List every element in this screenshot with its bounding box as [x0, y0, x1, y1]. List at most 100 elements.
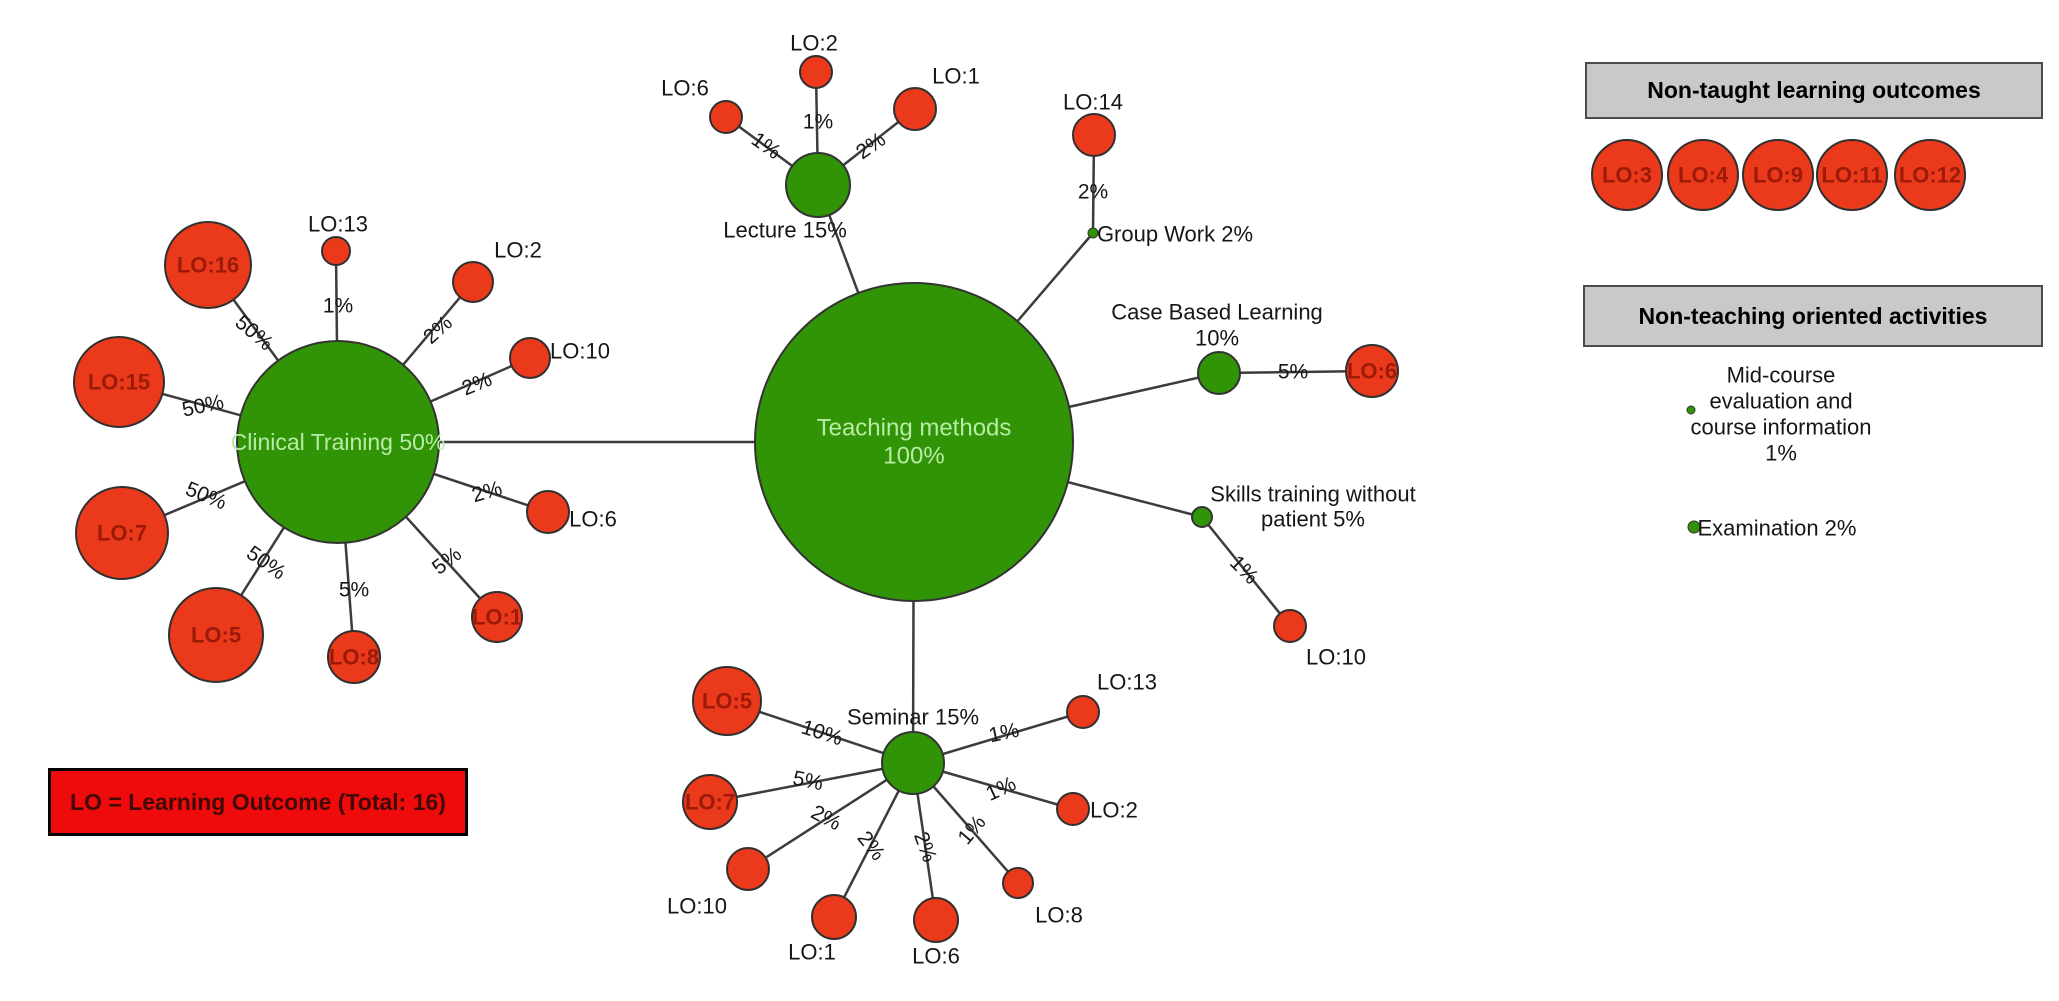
node-clinical-lo7	[75, 486, 169, 580]
node-label-teaching-methods: 100%	[883, 443, 944, 470]
node-midcourse-dot	[1686, 405, 1696, 415]
node-label-nontaught-lo12: LO:12	[1899, 163, 1961, 188]
edge-label: 1%	[803, 111, 833, 134]
midcourse-label-line4: 1%	[1765, 441, 1797, 466]
node-nontaught-lo4	[1667, 139, 1739, 211]
node-seminar-lo2	[1056, 792, 1090, 826]
node-label-cbl-lo6: LO:6	[1347, 359, 1397, 384]
node-label-lecture-lo1: LO:1	[932, 64, 980, 89]
node-label-clinical-lo15: LO:15	[88, 370, 150, 395]
edge-label: 2%	[459, 368, 496, 401]
node-seminar-lo5	[692, 666, 762, 736]
node-seminar-lo1	[811, 894, 857, 940]
node-skills-training-dot	[1191, 506, 1213, 528]
node-clinical-lo5	[168, 587, 264, 683]
node-nontaught-lo11	[1816, 139, 1888, 211]
node-label-seminar-lo1: LO:1	[788, 940, 836, 965]
node-label-clinical-lo16: LO:16	[177, 253, 239, 278]
examination-label: Examination 2%	[1698, 516, 1857, 541]
edge-label: 50%	[242, 542, 290, 585]
node-seminar-lo6	[913, 897, 959, 943]
edge-label: 50%	[182, 477, 230, 514]
node-nontaught-lo3	[1591, 139, 1663, 211]
node-label-clinical-lo8: LO:8	[329, 645, 379, 670]
node-seminar-lo8	[1002, 867, 1034, 899]
node-label-seminar-lo13: LO:13	[1097, 670, 1157, 695]
node-clinical-training	[236, 340, 440, 544]
edge-line	[709, 761, 914, 804]
node-label-teaching-methods: Teaching methods	[817, 415, 1012, 442]
node-label-seminar-lo7: LO:7	[685, 790, 735, 815]
edge-label: 10%	[798, 716, 845, 751]
node-label-skills-lo10: LO:10	[1306, 645, 1366, 670]
node-label-clinical-lo1: LO:1	[472, 605, 522, 630]
lo-legend-box: LO = Learning Outcome (Total: 16)	[48, 768, 468, 836]
node-clinical-lo6	[526, 490, 570, 534]
non-teaching-oriented-activities-header: Non-teaching oriented activities	[1583, 285, 2043, 347]
node-clinical-lo16	[164, 221, 252, 309]
node-lecture-lo2	[799, 55, 833, 89]
node-seminar-lo13	[1066, 695, 1100, 729]
node-label-seminar-lo6: LO:6	[912, 944, 960, 969]
node-label-lecture-lo2: LO:2	[790, 31, 838, 56]
node-label-lecture-lo6: LO:6	[661, 76, 709, 101]
node-seminar-lo7	[682, 774, 738, 830]
cbl-label-line2: 10%	[1195, 326, 1239, 351]
edge-label: 50%	[180, 390, 226, 421]
node-group-work-dot	[1087, 227, 1099, 239]
edge-label: 5%	[791, 767, 825, 796]
node-case-based-learning	[1197, 351, 1241, 395]
edge-label: 1%	[747, 128, 785, 164]
node-label-clinical-lo6: LO:6	[569, 507, 617, 532]
edge-label: 2%	[1078, 181, 1108, 204]
node-clinical-lo8	[327, 630, 381, 684]
skills-label-line1: Skills training without	[1210, 482, 1415, 507]
node-examination-dot	[1687, 520, 1701, 534]
edge-label: 2%	[419, 311, 457, 348]
edge-label: 5%	[339, 579, 369, 602]
edge-label: 2%	[909, 829, 941, 865]
node-lecture	[785, 152, 851, 218]
edge-label: 2%	[853, 827, 890, 865]
skills-label-line2: patient 5%	[1261, 507, 1365, 532]
node-skills-lo10	[1273, 609, 1307, 643]
node-label-seminar-lo2: LO:2	[1090, 798, 1138, 823]
node-label-seminar-lo10: LO:10	[667, 894, 727, 919]
edge-label: 5%	[1278, 361, 1308, 384]
node-label-clinical-lo13: LO:13	[308, 212, 368, 237]
node-groupwork-lo14	[1072, 113, 1116, 157]
node-clinical-lo13	[321, 236, 351, 266]
edge-label: 1%	[1225, 551, 1263, 589]
node-label-clinical-training: Clinical Training 50%	[231, 429, 446, 455]
edge-label: 1%	[987, 719, 1021, 748]
node-clinical-lo2	[452, 261, 494, 303]
edge-label: 2%	[469, 477, 505, 507]
node-lecture-lo1	[893, 87, 937, 131]
group-work-label: Group Work 2%	[1097, 222, 1253, 247]
node-clinical-lo10	[509, 337, 551, 379]
node-nontaught-lo9	[1742, 139, 1814, 211]
midcourse-label-line2: evaluation and	[1709, 389, 1852, 414]
edge-label: 1%	[323, 295, 353, 318]
node-lecture-lo6	[709, 100, 743, 134]
node-label-nontaught-lo3: LO:3	[1602, 163, 1652, 188]
midcourse-label-line3: course information	[1691, 415, 1872, 440]
node-clinical-lo15	[73, 336, 165, 428]
node-label-clinical-lo7: LO:7	[97, 521, 147, 546]
edge-line	[1201, 516, 1291, 627]
edge-label: 2%	[807, 801, 845, 836]
node-teaching-methods	[754, 282, 1074, 602]
edge-label: 1%	[982, 772, 1019, 806]
node-label-clinical-lo2: LO:2	[494, 238, 542, 263]
node-label-clinical-lo5: LO:5	[191, 623, 241, 648]
node-label-nontaught-lo9: LO:9	[1753, 163, 1803, 188]
node-label-groupwork-lo14: LO:14	[1063, 90, 1123, 115]
node-seminar	[881, 731, 945, 795]
node-nontaught-lo12	[1894, 139, 1966, 211]
cbl-label-line1: Case Based Learning	[1111, 300, 1323, 325]
midcourse-label-line1: Mid-course	[1727, 363, 1836, 388]
lecture-label: Lecture 15%	[723, 218, 847, 243]
node-clinical-lo1	[471, 591, 523, 643]
